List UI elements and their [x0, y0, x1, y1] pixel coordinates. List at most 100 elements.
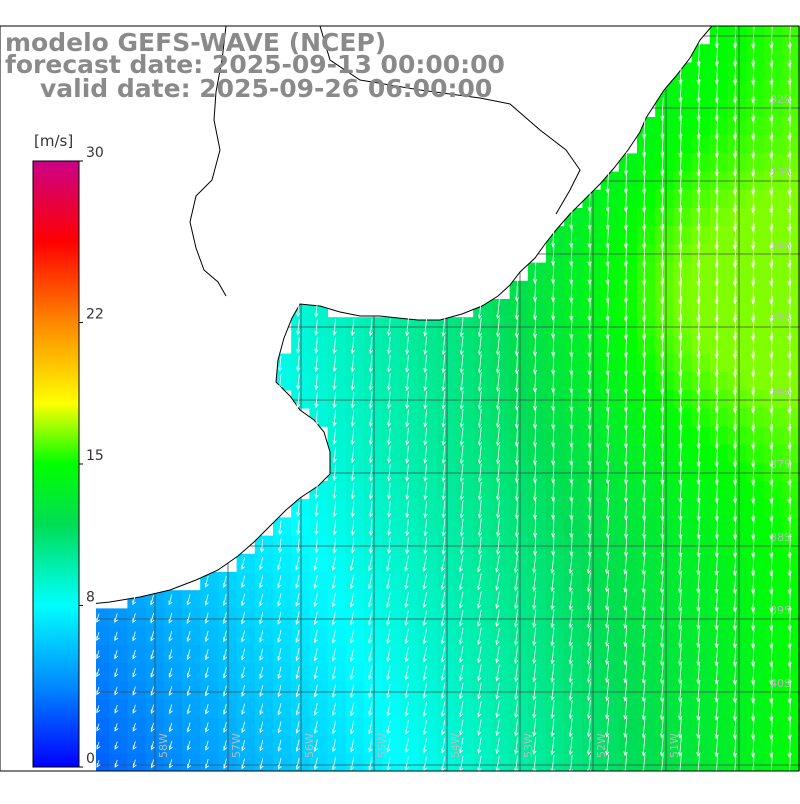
wind-arrow	[550, 627, 555, 647]
wind-cell	[637, 481, 656, 500]
wind-cell	[673, 189, 692, 209]
wind-arrow	[368, 757, 373, 771]
wind-cell	[382, 553, 401, 573]
wind-cell	[709, 626, 729, 646]
wind-arrow	[259, 557, 264, 571]
wind-arrow	[169, 759, 173, 769]
wind-arrow	[295, 648, 300, 662]
wind-arrow	[241, 685, 246, 697]
wind-cell	[254, 572, 274, 591]
wind-cell	[309, 535, 328, 555]
wind-arrow	[114, 723, 119, 732]
wind-cell	[655, 189, 674, 209]
wind-cell	[655, 426, 674, 445]
wind-cell	[782, 26, 800, 45]
wind-cell	[473, 371, 492, 391]
wind-cell	[345, 462, 365, 482]
wind-arrow	[259, 593, 264, 607]
wind-cell	[582, 208, 601, 227]
wind-cell	[163, 754, 183, 771]
wind-arrow	[150, 686, 155, 696]
wind-cell	[418, 371, 438, 391]
wind-arrow	[404, 738, 409, 754]
wind-arrow	[223, 740, 228, 752]
wind-cell	[618, 390, 638, 409]
wind-cell	[382, 663, 401, 682]
wind-cell	[527, 335, 547, 354]
wind-arrow	[623, 553, 628, 575]
wind-cell	[564, 644, 583, 664]
wind-arrow	[332, 666, 336, 680]
wind-arrow	[514, 499, 520, 520]
wind-cell	[691, 481, 711, 500]
wind-cell	[728, 317, 747, 336]
wind-arrow	[533, 481, 538, 502]
wind-cell	[637, 444, 656, 464]
wind-cell	[400, 499, 419, 518]
wind-cell	[546, 626, 565, 646]
wind-cell	[491, 608, 510, 627]
wind-cell	[709, 135, 729, 154]
wind-arrow	[369, 482, 374, 500]
wind-arrow	[295, 575, 300, 589]
wind-cell	[473, 517, 492, 536]
wind-arrow	[350, 592, 355, 608]
wind-arrow	[314, 757, 318, 771]
wind-cell	[764, 299, 783, 318]
wind-cell	[291, 735, 310, 755]
wind-cell	[546, 553, 565, 573]
wind-cell	[254, 754, 274, 771]
wind-cell	[673, 553, 692, 573]
wind-cell	[455, 371, 474, 391]
wind-cell	[709, 226, 729, 245]
wind-cell	[364, 481, 383, 500]
wind-cell	[673, 626, 692, 646]
wind-arrow	[422, 610, 427, 627]
wind-cell	[364, 317, 383, 336]
wind-cell	[364, 462, 383, 482]
wind-arrow	[605, 535, 610, 557]
wind-cell	[473, 626, 492, 646]
wind-cell	[564, 462, 583, 482]
wind-cell	[509, 335, 529, 354]
wind-cell	[691, 626, 711, 646]
wind-cell	[273, 535, 292, 555]
wind-arrow	[259, 685, 264, 698]
wind-arrow	[314, 666, 318, 680]
wind-arrow	[641, 662, 646, 684]
wind-arrow	[368, 391, 374, 409]
wind-arrow	[641, 735, 646, 757]
wind-cell	[637, 153, 656, 172]
wind-cell	[236, 553, 256, 573]
wind-arrow	[623, 699, 628, 720]
wind-cell	[564, 735, 583, 755]
wind-cell	[546, 444, 565, 464]
wind-arrow	[387, 409, 392, 428]
wind-cell	[691, 735, 711, 755]
wind-arrow	[332, 391, 337, 409]
wind-cell	[236, 699, 256, 718]
wind-arrow	[641, 681, 646, 702]
wind-arrow	[168, 594, 173, 606]
wind-cell	[291, 626, 310, 646]
wind-cell	[436, 535, 456, 555]
wind-cell	[309, 553, 328, 573]
wind-arrow	[441, 683, 446, 700]
wind-cell	[600, 735, 620, 755]
wind-cell	[400, 553, 419, 573]
wind-arrow	[314, 538, 319, 554]
wind-cell	[637, 280, 656, 300]
wind-arrow	[205, 722, 210, 733]
wind-cell	[764, 481, 783, 500]
wind-cell	[473, 681, 492, 700]
wind-arrow	[296, 374, 301, 391]
wind-arrow	[532, 590, 537, 610]
wind-arrow	[350, 757, 355, 771]
wind-cell	[564, 553, 583, 573]
wind-arrow	[569, 426, 574, 448]
wind-arrow	[441, 354, 446, 374]
wind-cell	[400, 717, 419, 737]
wind-arrow	[368, 556, 373, 572]
wind-arrow	[168, 612, 173, 624]
